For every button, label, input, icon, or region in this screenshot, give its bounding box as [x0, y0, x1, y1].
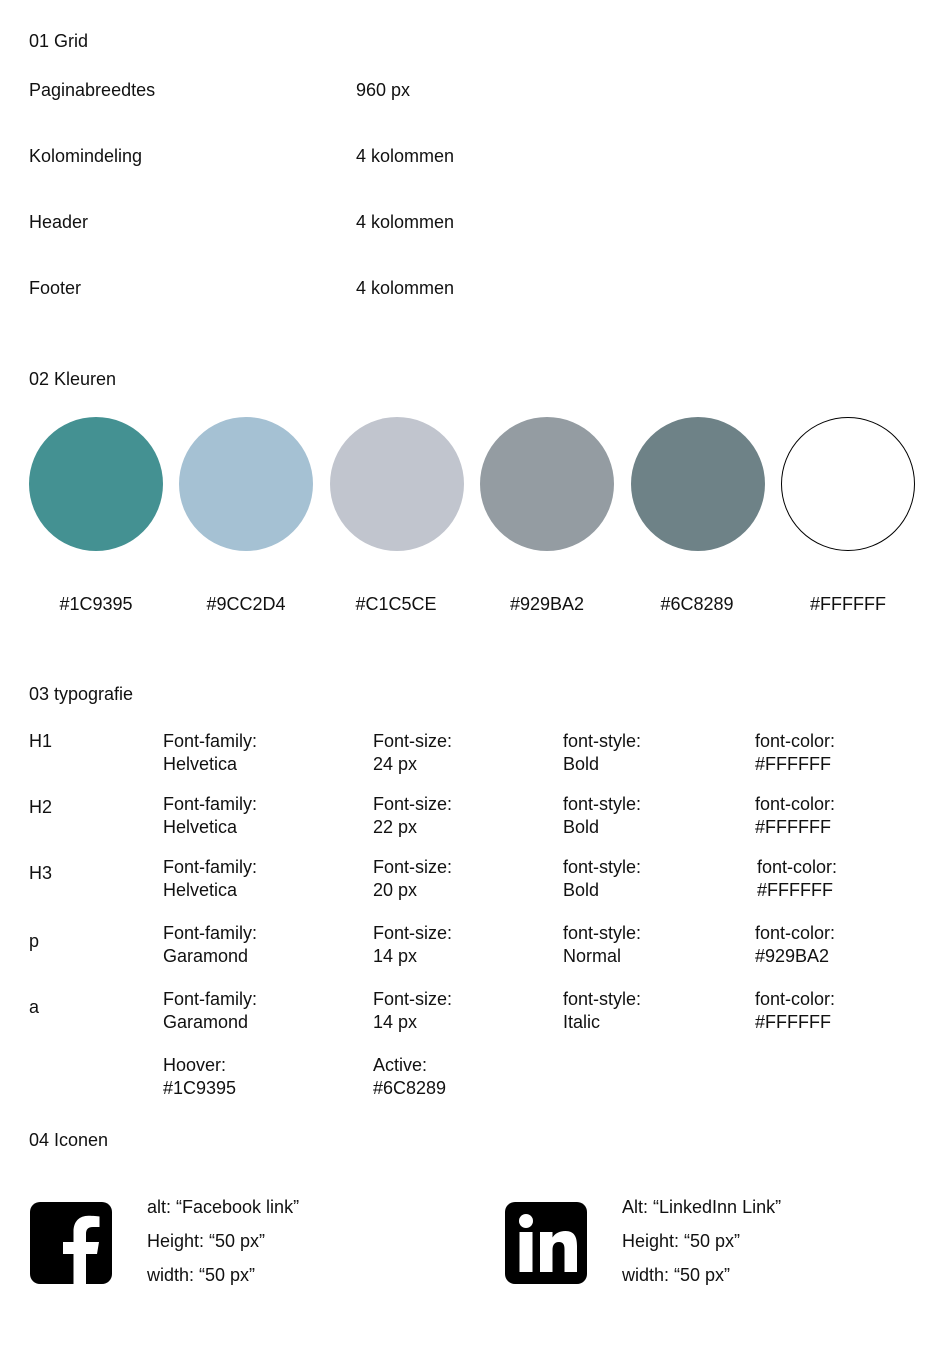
typo-tag-a: a: [29, 997, 40, 1017]
typo-family-h1: Font-family: Helvetica: [163, 731, 258, 774]
typo-family-p: Font-family: Garamond: [163, 923, 258, 966]
typo-size-h2: Font-size: 22 px: [373, 794, 453, 837]
color-swatch-6: [781, 417, 915, 551]
linkedin-icon: [505, 1202, 587, 1284]
color-swatch-2: [179, 417, 313, 551]
linkedin-icon-meta: Alt: “LinkedInn Link” Height: “50 px” wi…: [622, 1197, 782, 1285]
grid-value-footer: 4 kolommen: [356, 278, 455, 298]
color-swatch-5: [631, 417, 765, 551]
typo-style-a: font-style: Italic: [563, 989, 642, 1032]
typo-style-h1: font-style: Bold: [563, 731, 642, 774]
color-hex-3: #C1C5CE: [355, 594, 437, 614]
typo-color-p: font-color: #929BA2: [755, 923, 836, 966]
grid-label-header: Header: [29, 212, 89, 232]
typo-active: Active: #6C8289: [373, 1055, 447, 1098]
icons-section-title: 04 Iconen: [29, 1130, 109, 1150]
typography-section-title: 03 typografie: [29, 684, 134, 704]
typo-color-h2: font-color: #FFFFFF: [755, 794, 836, 837]
grid-value-header: 4 kolommen: [356, 212, 455, 232]
typo-size-p: Font-size: 14 px: [373, 923, 453, 966]
typo-family-h2: Font-family: Helvetica: [163, 794, 258, 837]
grid-label-page-width: Paginabreedtes: [29, 80, 156, 100]
typo-color-h1: font-color: #FFFFFF: [755, 731, 836, 774]
typo-size-h3: Font-size: 20 px: [373, 857, 453, 900]
facebook-icon: [30, 1202, 112, 1284]
typo-tag-h2: H2: [29, 797, 53, 817]
color-swatch-1: [29, 417, 163, 551]
color-hex-4: #929BA2: [509, 594, 585, 614]
grid-section-title: 01 Grid: [29, 31, 89, 51]
typo-hover: Hoover: #1C9395: [163, 1055, 237, 1098]
color-swatch-4: [480, 417, 614, 551]
typo-size-a: Font-size: 14 px: [373, 989, 453, 1032]
typo-tag-p: p: [29, 931, 40, 951]
color-swatch-3: [330, 417, 464, 551]
grid-label-footer: Footer: [29, 278, 82, 298]
typo-color-a: font-color: #FFFFFF: [755, 989, 836, 1032]
color-hex-1: #1C9395: [59, 594, 133, 614]
color-hex-6: #FFFFFF: [810, 594, 886, 614]
grid-value-columns: 4 kolommen: [356, 146, 455, 166]
color-hex-2: #9CC2D4: [206, 594, 286, 614]
color-hex-5: #6C8289: [660, 594, 734, 614]
facebook-icon-meta: alt: “Facebook link” Height: “50 px” wid…: [147, 1197, 300, 1285]
typo-family-a: Font-family: Garamond: [163, 989, 258, 1032]
typo-style-h3: font-style: Bold: [563, 857, 642, 900]
colors-section-title: 02 Kleuren: [29, 369, 117, 389]
typo-family-h3: Font-family: Helvetica: [163, 857, 258, 900]
typo-color-h3: font-color: #FFFFFF: [757, 857, 838, 900]
typo-tag-h1: H1: [29, 731, 53, 751]
typo-tag-h3: H3: [29, 863, 53, 883]
grid-label-columns: Kolomindeling: [29, 146, 143, 166]
grid-value-page-width: 960 px: [356, 80, 411, 100]
typo-style-h2: font-style: Bold: [563, 794, 642, 837]
typo-size-h1: Font-size: 24 px: [373, 731, 453, 774]
typo-style-p: font-style: Normal: [563, 923, 642, 966]
